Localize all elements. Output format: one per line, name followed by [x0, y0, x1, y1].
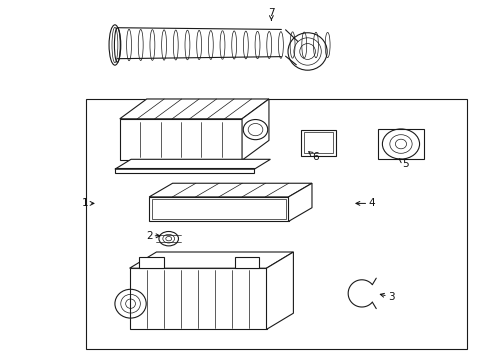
- Bar: [377, 129, 424, 159]
- Polygon shape: [288, 183, 311, 221]
- Bar: [115, 168, 254, 173]
- Polygon shape: [266, 252, 293, 329]
- Polygon shape: [129, 252, 293, 268]
- Bar: [85, 99, 466, 349]
- Text: 5: 5: [398, 159, 408, 169]
- Text: 2: 2: [145, 231, 160, 241]
- Polygon shape: [115, 159, 270, 169]
- Polygon shape: [139, 257, 163, 268]
- Bar: [304, 132, 332, 153]
- Bar: [129, 268, 266, 329]
- Bar: [300, 130, 335, 156]
- Bar: [152, 199, 285, 219]
- Polygon shape: [242, 99, 268, 160]
- Text: 4: 4: [355, 198, 374, 208]
- Polygon shape: [234, 257, 259, 268]
- Text: 7: 7: [267, 8, 274, 21]
- Polygon shape: [149, 183, 311, 197]
- Text: 6: 6: [308, 152, 318, 162]
- Text: 1: 1: [82, 198, 94, 208]
- Polygon shape: [120, 99, 268, 119]
- Text: 3: 3: [380, 292, 394, 302]
- Bar: [149, 197, 288, 221]
